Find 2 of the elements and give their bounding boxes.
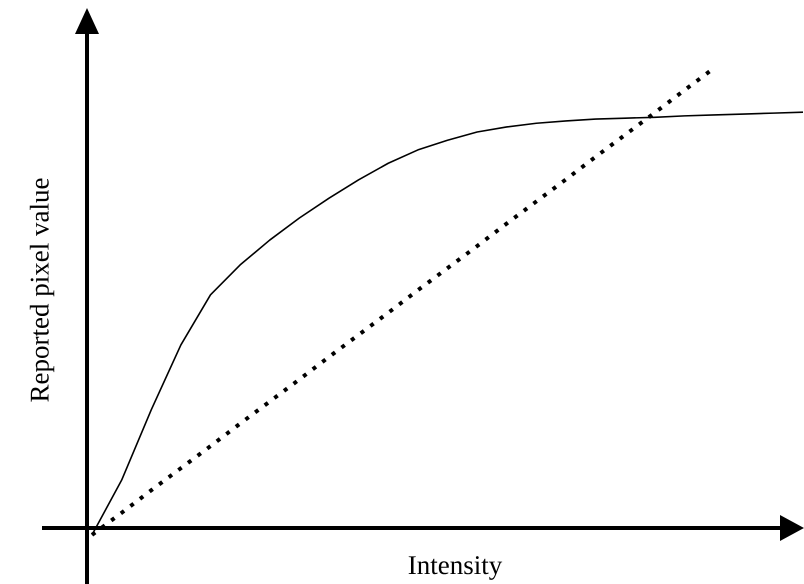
x-axis-title: Intensity xyxy=(408,550,502,580)
y-axis-title: Reported pixel value xyxy=(24,178,54,402)
